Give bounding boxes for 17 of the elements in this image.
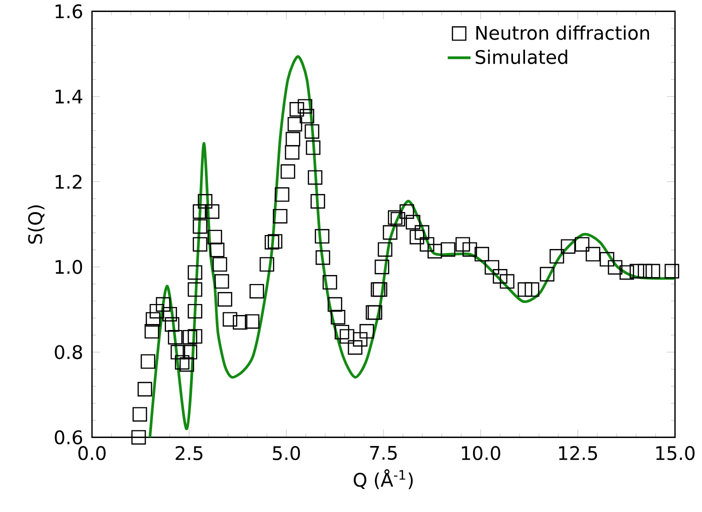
x-tick-label: 5.0 xyxy=(272,446,300,460)
y-tick-label: 0.8 xyxy=(54,345,82,360)
x-tick-label: 0.0 xyxy=(78,446,106,460)
x-axis-title: Q (Å$^{-1}$) xyxy=(354,469,413,490)
x-tick-label: 7.5 xyxy=(370,446,397,460)
y-tick-label: 0.6 xyxy=(54,430,82,444)
legend-label: Neutron diffraction xyxy=(476,25,649,40)
y-tick-label: 1.0 xyxy=(56,260,82,274)
x-tick-label: 2.5 xyxy=(176,446,202,460)
y-tick-label: 1.4 xyxy=(56,90,82,104)
y-axis-title: S(Q) xyxy=(28,205,44,244)
y-tick-label: 1.6 xyxy=(56,4,82,18)
x-tick-label: 10.0 xyxy=(462,446,500,460)
x-tick-label: 15.0 xyxy=(656,446,695,460)
legend-label: Simulated xyxy=(476,50,568,64)
y-tick-label: 1.2 xyxy=(56,174,82,189)
x-tick-label: 12.5 xyxy=(559,446,597,460)
